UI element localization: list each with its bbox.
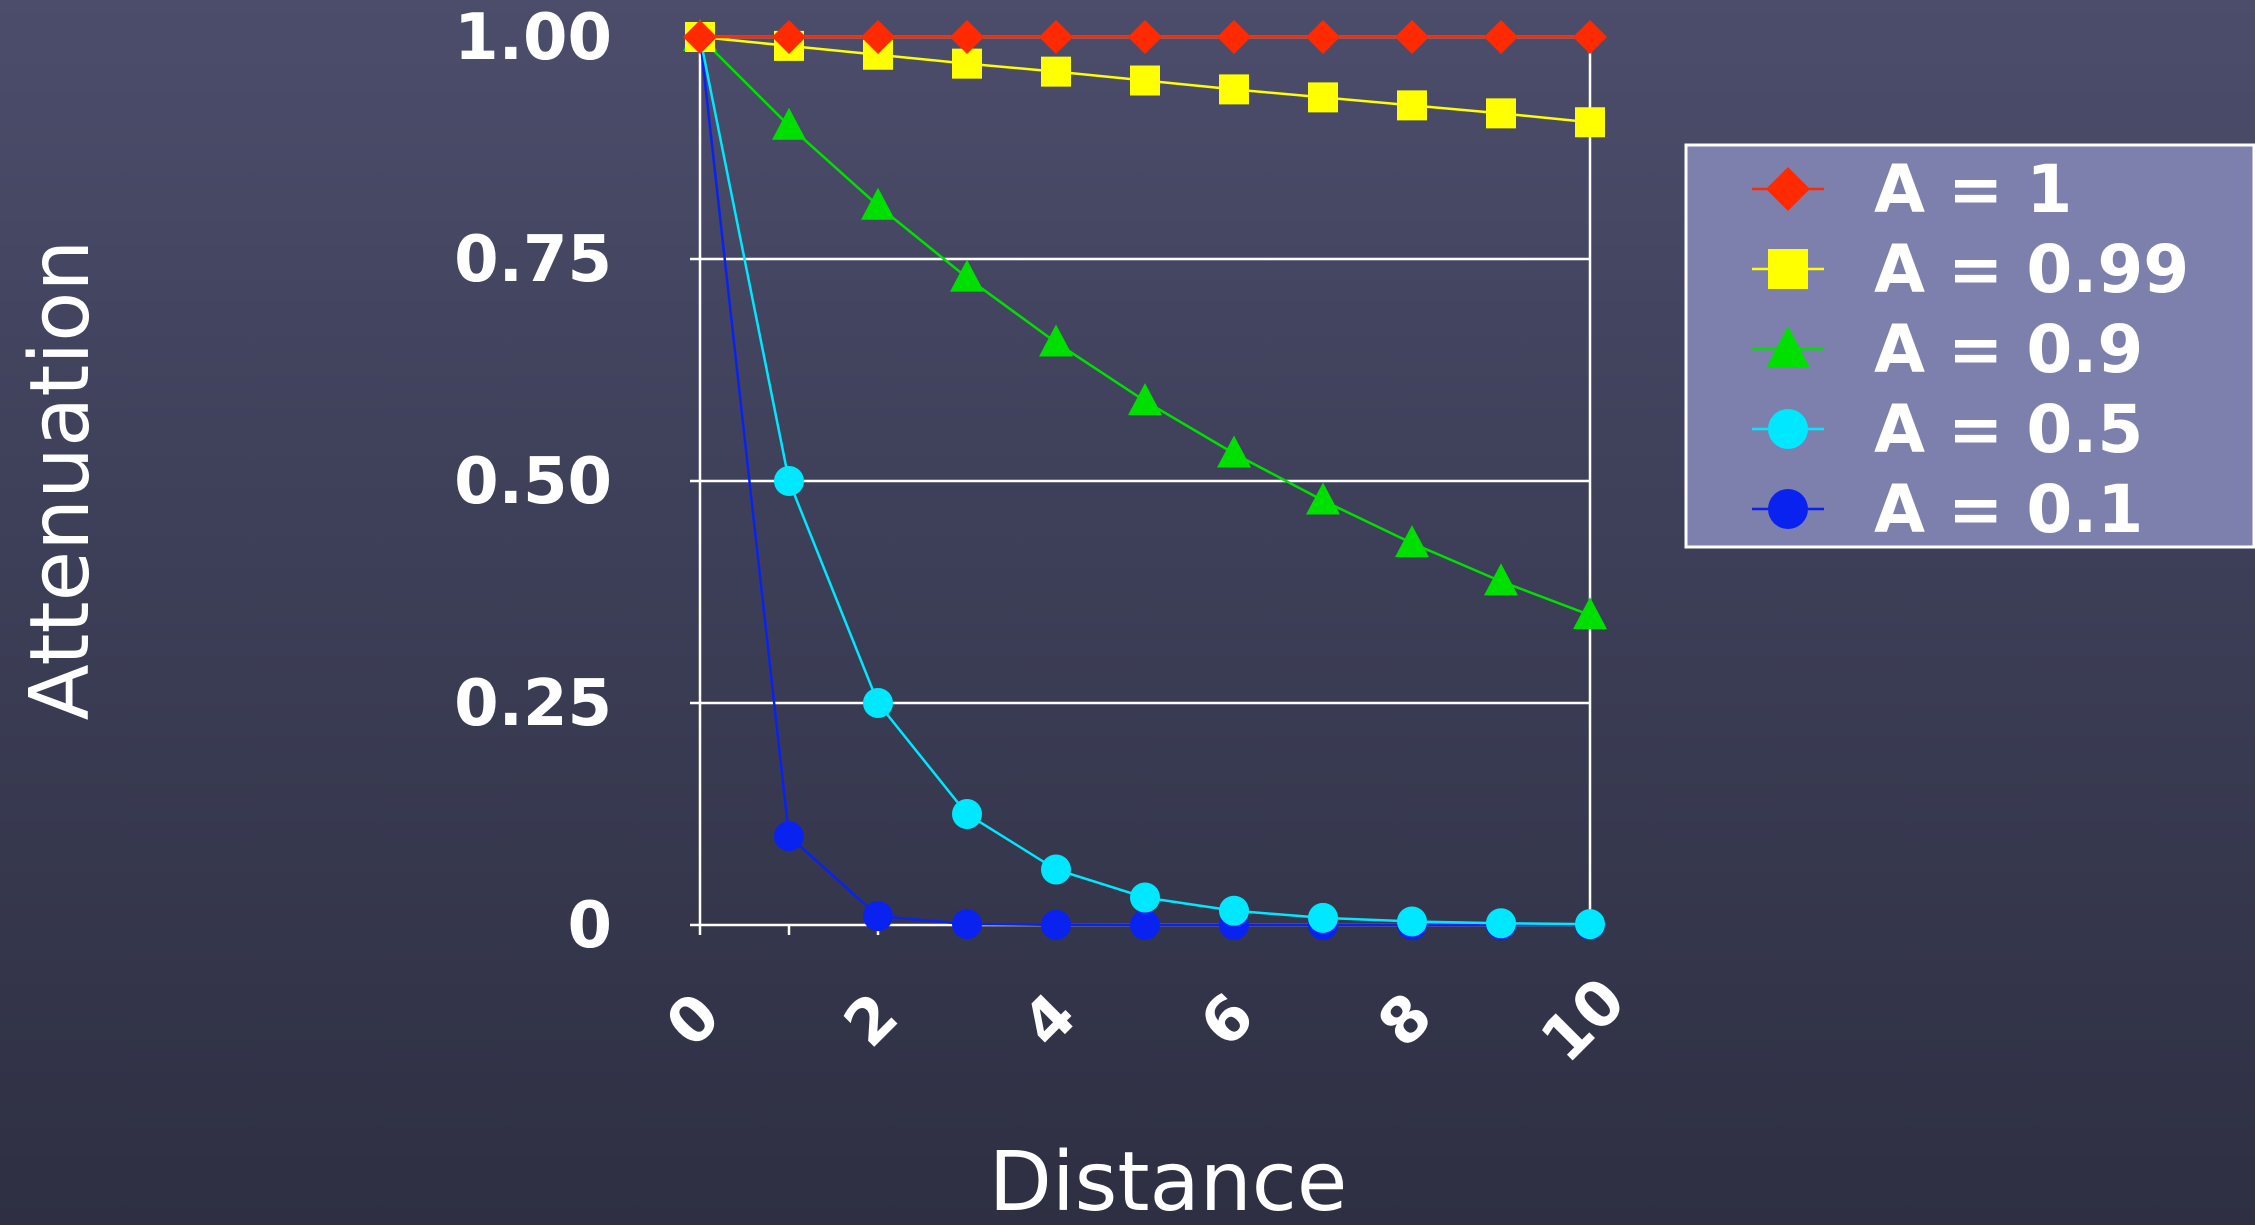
data-point [1041,854,1071,885]
axes [690,35,1592,935]
legend-label: A = 0.1 [1874,471,2143,548]
x-tick-label: 8 [1364,979,1446,1061]
data-point [1306,20,1340,54]
y-tick-label: 0.50 [454,445,612,519]
data-point [1219,895,1249,926]
legend-marker [1768,249,1808,289]
legend-item: A = 0.1 [1752,471,2143,548]
data-point [1395,20,1429,54]
data-point [863,901,893,932]
data-point [952,799,982,829]
data-point [1395,525,1429,558]
data-point [861,20,895,54]
data-point [1486,908,1516,939]
data-point [774,466,804,496]
data-point [861,187,895,220]
legend-marker [1768,489,1808,529]
gridlines [700,35,1590,927]
legend-label: A = 0.99 [1874,231,2189,308]
data-point [1041,909,1071,940]
legend-item: A = 0.99 [1752,231,2189,308]
series-1 [683,20,1607,54]
data-point [1130,882,1160,913]
x-tick-label: 4 [1008,979,1090,1061]
data-point [1397,906,1427,937]
data-point [1039,20,1073,54]
data-point [1573,20,1607,54]
data-point [683,20,717,54]
series-group [683,19,1607,940]
legend-label: A = 1 [1874,151,2072,228]
legend: A = 1A = 0.99A = 0.9A = 0.5A = 0.1 [1684,143,2255,549]
y-tick-label: 0 [567,889,612,963]
data-point [950,20,984,54]
y-tick-label: 0.25 [454,667,612,741]
legend-marker [1768,409,1808,449]
data-point [1308,902,1338,933]
data-point [1128,383,1162,416]
x-tick-label: 2 [830,979,912,1061]
data-point [1306,482,1340,515]
legend-label: A = 0.5 [1874,391,2143,468]
x-tick-label: 10 [1526,963,1639,1076]
data-point [863,688,893,718]
data-point [1486,98,1516,129]
data-point [1041,56,1071,87]
legend-item: A = 0.5 [1752,391,2143,468]
data-point [1130,910,1160,940]
data-point [774,821,804,852]
data-point [1484,20,1518,54]
legend-label: A = 0.9 [1874,311,2143,388]
data-point [1130,65,1160,96]
data-point [1219,74,1249,105]
data-point [1308,82,1338,113]
legend-item: A = 0.9 [1752,311,2143,388]
data-point [1575,909,1605,940]
data-point [1217,435,1251,468]
legend-item: A = 1 [1752,151,2072,228]
x-tick-label: 0 [652,979,734,1061]
data-point [772,20,806,54]
data-point [1397,90,1427,121]
y-tick-label: 1.00 [454,1,612,75]
data-point [1217,20,1251,54]
series-line [699,36,1591,617]
x-axis-title: Distance [989,1135,1348,1225]
series-2 [685,22,1605,138]
data-point [1039,324,1073,357]
legend-marker [1766,326,1810,368]
data-point [1128,20,1162,54]
data-point [1573,597,1607,630]
data-point [772,107,806,140]
legend-marker [1766,167,1810,211]
x-tick-label: 6 [1186,979,1268,1061]
y-tick-label: 0.75 [454,223,612,297]
data-point [1484,563,1518,596]
data-point [952,909,982,940]
data-point [950,259,984,292]
y-axis-title: Attenuation [13,240,108,721]
data-point [1575,107,1605,138]
